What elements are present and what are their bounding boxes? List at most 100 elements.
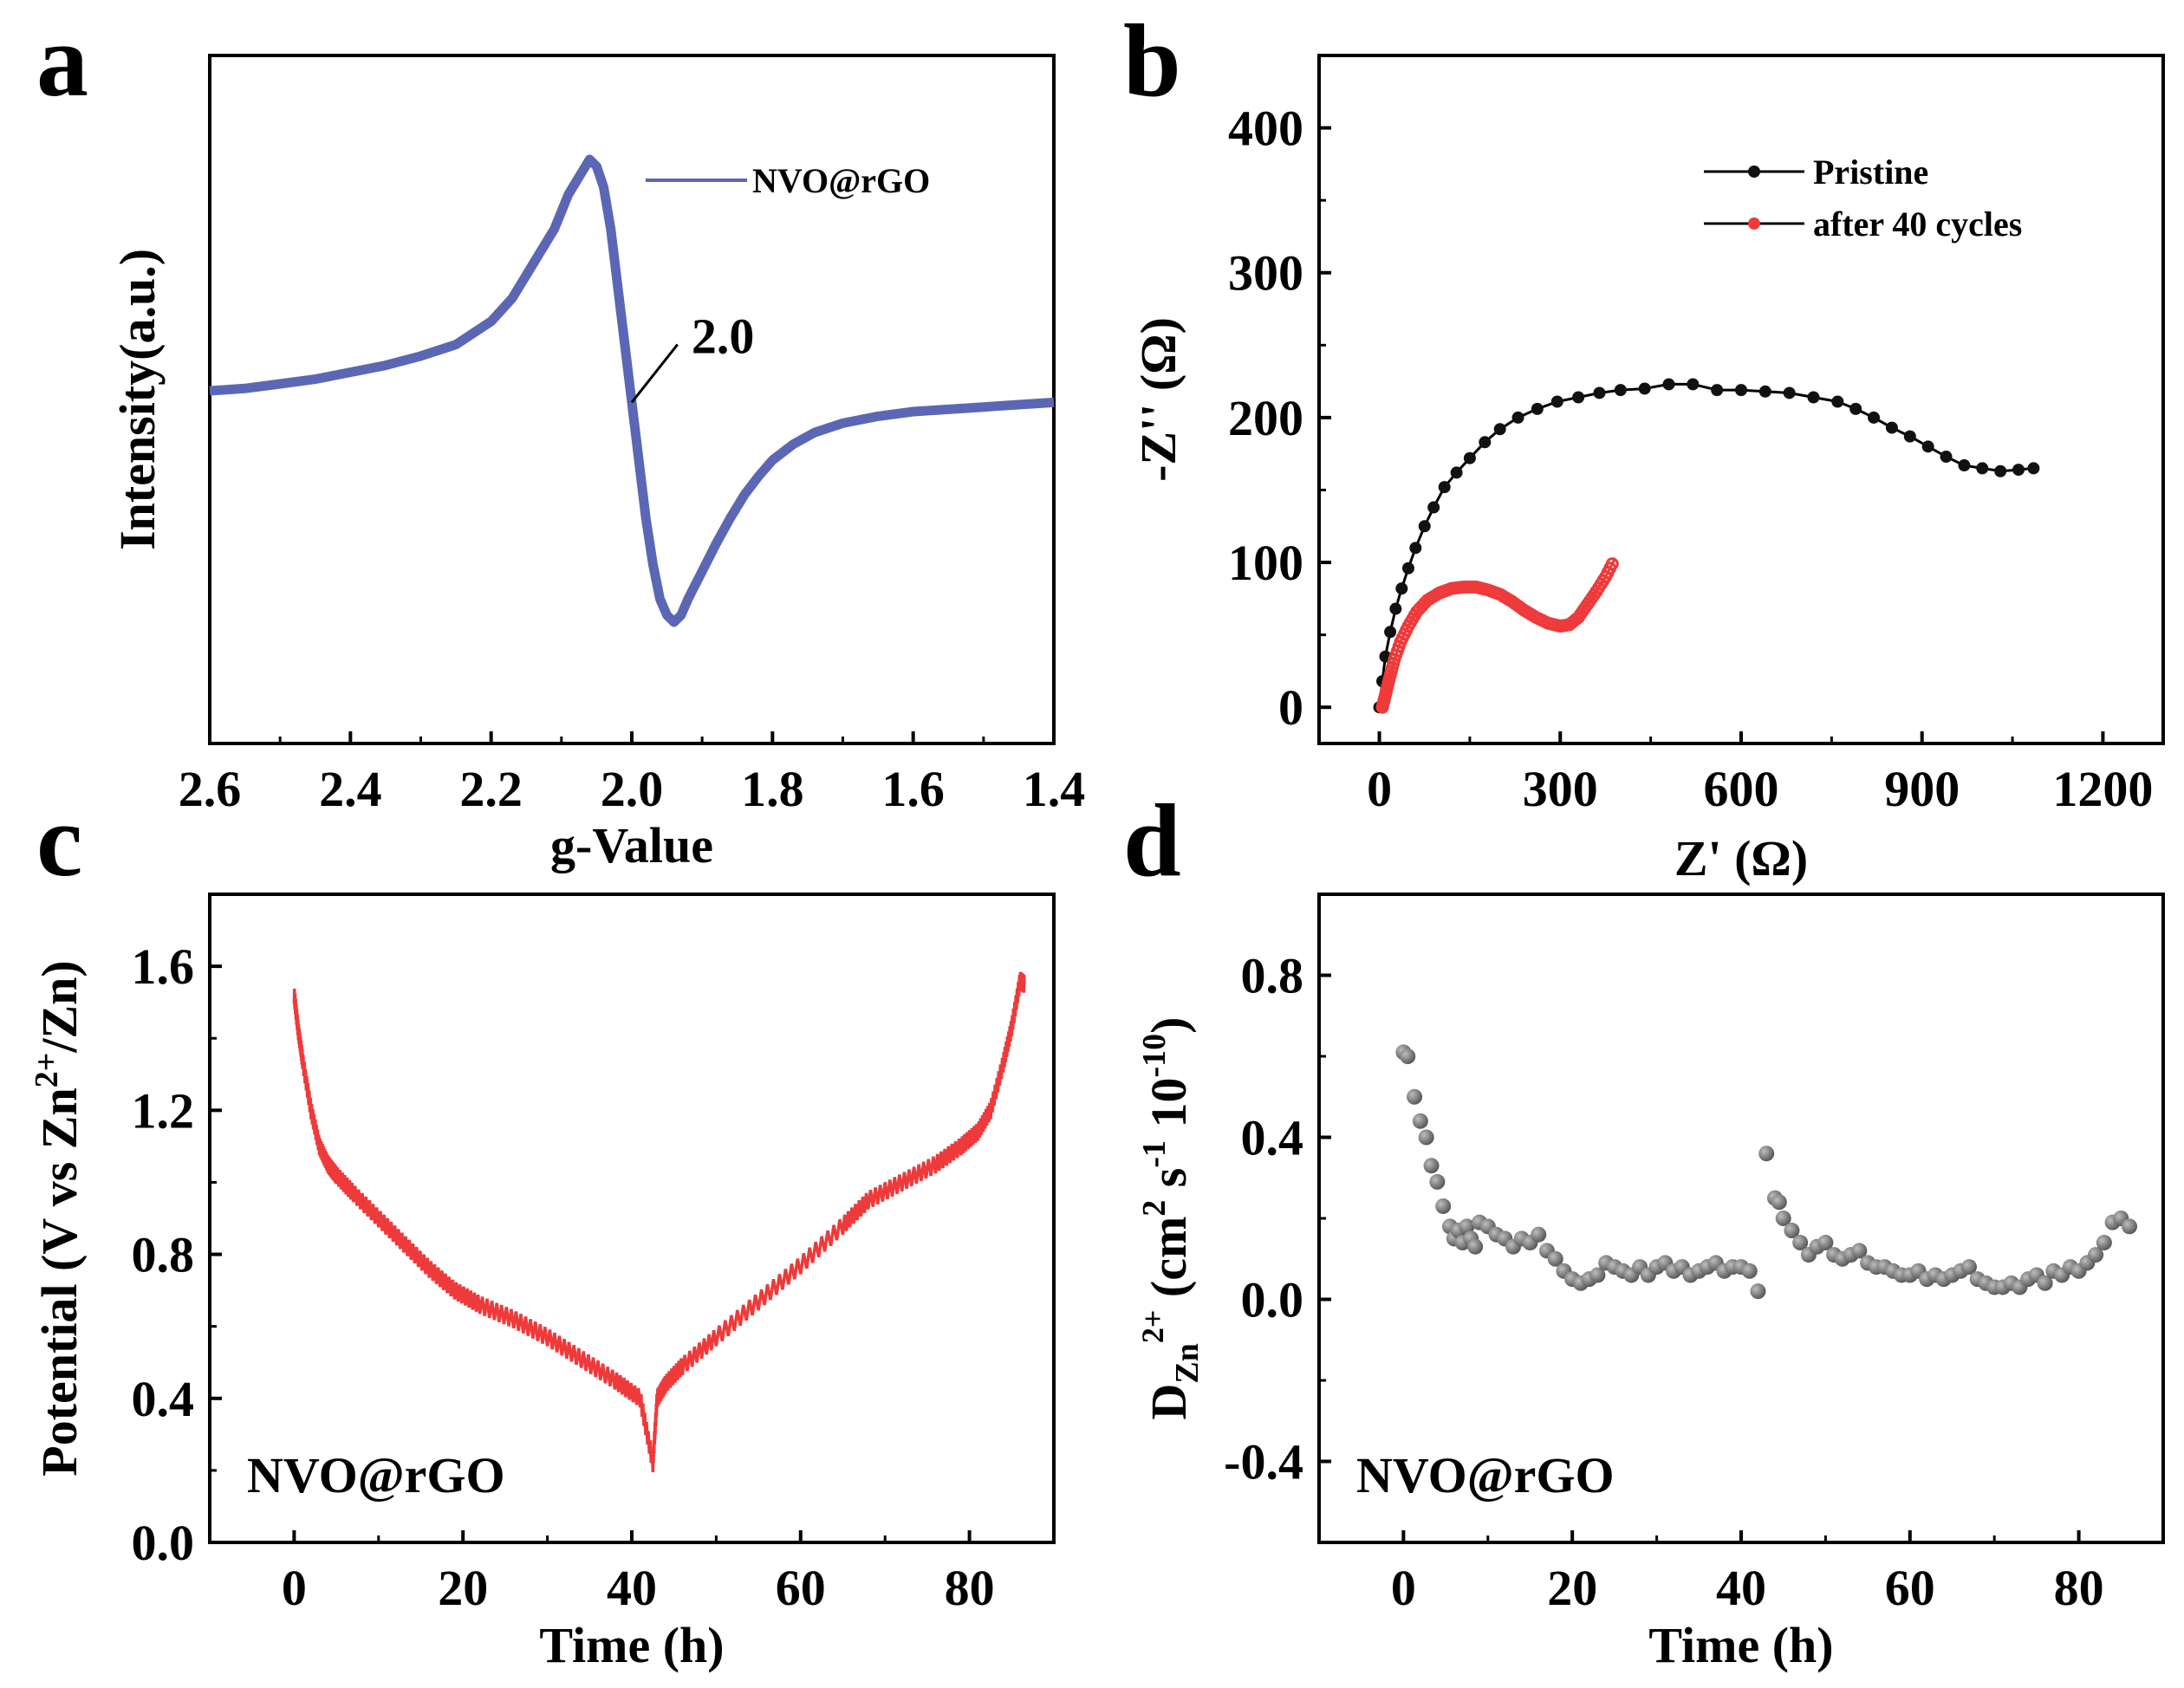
panel-letter-d: d bbox=[1123, 782, 1181, 898]
panel-letter-b: b bbox=[1123, 3, 1181, 118]
panel-c-gitt-potential: 0 20 40 60 80 0.0 0.4 0.8 1.2 1.6 NVO@rGO Time (h) P… bbox=[29, 893, 1056, 1673]
data-point-pristine bbox=[1940, 451, 1953, 464]
data-point-pristine bbox=[1395, 582, 1408, 595]
series-line-potential bbox=[292, 971, 1026, 1473]
data-point-pristine bbox=[1511, 411, 1524, 424]
plot-frame-d bbox=[1317, 893, 2165, 1544]
data-point-pristine bbox=[1711, 384, 1724, 397]
x-tick-label-2: 60 bbox=[776, 1560, 826, 1616]
data-point-diffusion bbox=[1400, 1049, 1416, 1064]
x-axis-title-d: Time (h) bbox=[1648, 1617, 1833, 1673]
y-axis-title-c-part: Potential (V vs Zn bbox=[31, 1087, 88, 1476]
data-point-diffusion bbox=[1435, 1198, 1452, 1214]
data-point-pristine bbox=[1427, 501, 1440, 514]
y-axis-title-a: Intensity(a.u.) bbox=[109, 249, 166, 550]
y-axis-title-d-part: 10 bbox=[1141, 1077, 1197, 1140]
y-tick-label-1: 200 bbox=[1228, 390, 1303, 446]
x-tick-label-1: 900 bbox=[1884, 761, 1960, 817]
data-point-diffusion bbox=[1423, 1158, 1440, 1174]
y-axis-title-d-part: -10 bbox=[1136, 1034, 1173, 1078]
data-point-pristine bbox=[1384, 626, 1397, 639]
data-point-diffusion bbox=[1741, 1263, 1758, 1279]
plot-frame-b bbox=[1317, 54, 2165, 745]
y-tick-label-2: 0.0 bbox=[132, 1515, 195, 1571]
data-point-diffusion bbox=[2122, 1218, 2138, 1235]
x-tick-label-0: 2.2 bbox=[459, 761, 523, 817]
data-point-diffusion bbox=[1459, 1218, 1475, 1235]
y-tick-label-3: 0.8 bbox=[1241, 948, 1304, 1004]
x-tick-label-0: 1.8 bbox=[741, 761, 804, 817]
data-point-after-40-cycles bbox=[1605, 557, 1619, 571]
data-point-pristine bbox=[1807, 391, 1820, 404]
data-point-diffusion bbox=[1775, 1211, 1791, 1226]
y-tick-label-3: -0.4 bbox=[1224, 1434, 1303, 1490]
y-axis-title-b: -Z'' (Ω) bbox=[1130, 317, 1186, 482]
annotation-g-value: 2.0 bbox=[692, 308, 755, 365]
data-point-pristine bbox=[1994, 464, 2007, 477]
data-point-pristine bbox=[1976, 462, 1989, 475]
series-line-nvo-rgo bbox=[209, 154, 1055, 627]
x-tick-label-1: 300 bbox=[1523, 761, 1598, 817]
x-tick-label-3: 80 bbox=[2054, 1560, 2104, 1616]
y-axis-title-c-superscript: 2+ bbox=[29, 1053, 65, 1088]
y-axis-title-d-part: 2 bbox=[1136, 1200, 1173, 1217]
data-point-pristine bbox=[1463, 451, 1476, 464]
data-point-pristine bbox=[1389, 602, 1402, 615]
data-point-pristine bbox=[1479, 436, 1492, 449]
y-axis-title-c: Potential (V vs Zn2+/Zn) bbox=[29, 960, 88, 1476]
data-point-diffusion bbox=[1589, 1267, 1606, 1283]
y-axis-title-d-part: 2+ bbox=[1135, 1310, 1170, 1344]
y-axis-title-c-part: /Zn) bbox=[31, 960, 88, 1053]
y-tick-label-2: 0.4 bbox=[132, 1371, 195, 1427]
data-point-pristine bbox=[1921, 440, 1934, 453]
data-point-diffusion bbox=[2088, 1247, 2104, 1263]
y-tick-label-3: 0.4 bbox=[1241, 1110, 1304, 1166]
data-point-pristine bbox=[1418, 520, 1431, 533]
x-tick-label-2: 80 bbox=[945, 1560, 995, 1616]
panel-a-epr-spectrum: 2.6 2.4 2.2 2.0 1.8 1.6 1.4 2.0 NVO@rGO g-Value In… bbox=[109, 54, 1086, 873]
data-point-pristine bbox=[1849, 402, 1862, 415]
data-point-pristine bbox=[1758, 385, 1771, 398]
data-point-diffusion bbox=[1784, 1223, 1800, 1239]
data-point-pristine bbox=[1614, 384, 1627, 397]
y-tick-label-2: 1.2 bbox=[132, 1082, 195, 1139]
data-point-pristine bbox=[1638, 382, 1651, 395]
y-tick-label-1: 400 bbox=[1228, 101, 1303, 157]
data-point-pristine bbox=[1958, 459, 1971, 472]
annotation-leader-line bbox=[630, 343, 679, 404]
x-tick-label-0: 1.4 bbox=[1023, 761, 1086, 817]
x-tick-label-3: 40 bbox=[1716, 1560, 1766, 1616]
data-point-diffusion bbox=[1412, 1113, 1428, 1129]
data-point-pristine bbox=[1735, 384, 1747, 397]
series-line-after-40-cycles bbox=[1381, 559, 1616, 708]
x-tick-label-2: 40 bbox=[607, 1560, 657, 1616]
data-point-pristine bbox=[1662, 378, 1675, 391]
data-point-pristine bbox=[1687, 378, 1700, 391]
data-point-diffusion bbox=[1792, 1235, 1809, 1251]
panel-b-nyquist-plot: 0 300 600 900 1200 0 100 200 300 400 Pristine after… bbox=[1130, 54, 2165, 886]
y-tick-label-1: 100 bbox=[1228, 535, 1303, 591]
data-point-pristine bbox=[1493, 423, 1506, 436]
x-tick-label-2: 20 bbox=[438, 1560, 488, 1616]
x-tick-label-0: 2.0 bbox=[601, 761, 664, 817]
y-axis-title-d-part: D bbox=[1141, 1384, 1197, 1420]
data-point-diffusion bbox=[1407, 1088, 1423, 1105]
data-point-pristine bbox=[1572, 391, 1585, 404]
x-tick-label-1: 600 bbox=[1704, 761, 1779, 817]
data-point-pristine bbox=[2027, 462, 2040, 475]
y-axis-title-d-part: Zn bbox=[1169, 1343, 1206, 1383]
legend-marker-pristine bbox=[1748, 166, 1760, 178]
plot-frame-c bbox=[208, 893, 1056, 1544]
legend-marker-after-40-cycles bbox=[1748, 217, 1760, 230]
data-point-pristine bbox=[1438, 481, 1451, 494]
data-point-pristine bbox=[1783, 386, 1796, 399]
y-axis-title-d: DZn2+ (cm2 s-1 10-10) bbox=[1135, 1017, 1206, 1420]
data-point-pristine bbox=[1450, 466, 1463, 479]
sample-label-c: NVO@rGO bbox=[247, 1447, 505, 1503]
legend-label-after-40-cycles: after 40 cycles bbox=[1813, 205, 2022, 243]
legend-label-nvo-rgo: NVO@rGO bbox=[752, 161, 930, 200]
data-point-diffusion bbox=[2037, 1275, 2053, 1291]
y-axis-title-d-part: (cm bbox=[1141, 1217, 1197, 1310]
sample-label-d: NVO@rGO bbox=[1356, 1447, 1615, 1503]
